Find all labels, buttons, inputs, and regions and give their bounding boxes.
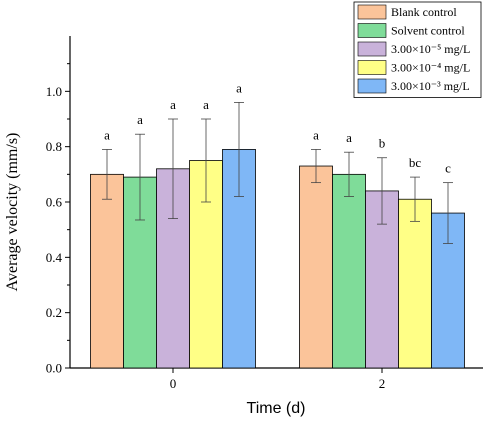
legend-label: 3.00×10⁻³ mg/L	[391, 79, 470, 93]
legend-swatch	[357, 60, 387, 75]
legend-label: Solvent control	[391, 24, 465, 38]
y-tick-label: 0.8	[46, 139, 62, 154]
y-tick-label: 0.2	[46, 305, 62, 320]
legend-swatch	[357, 4, 387, 20]
error-bars	[102, 102, 453, 244]
bar	[90, 173, 124, 369]
legend-swatch	[357, 23, 387, 38]
legend-label: Blank control	[391, 5, 457, 19]
bar	[332, 173, 366, 369]
bars	[90, 149, 465, 369]
y-tick-label: 0.4	[46, 250, 63, 265]
legend-label: 3.00×10⁻⁵ mg/L	[391, 42, 470, 56]
significance-letter: a	[346, 130, 352, 145]
significance-letter: a	[313, 127, 319, 142]
x-axis-title: Time (d)	[247, 400, 306, 417]
bar	[398, 198, 432, 369]
significance-letter: c	[445, 161, 451, 176]
y-axis-ticks: 0.0 0.2 0.4 0.6 0.8 1.0	[46, 63, 70, 376]
y-axis-title: Average velocity (mm/s)	[4, 133, 21, 292]
significance-letter: a	[137, 112, 143, 127]
x-tick-label: 0	[170, 376, 177, 391]
bar	[365, 190, 399, 369]
significance-letter: a	[170, 97, 176, 112]
y-tick-label: 0.6	[46, 195, 63, 210]
legend-label: 3.00×10⁻⁴ mg/L	[391, 61, 470, 75]
significance-letter: b	[379, 136, 386, 151]
legend-swatch	[357, 41, 387, 57]
legend: Blank control Solvent control 3.00×10⁻⁵ mg…	[353, 1, 482, 98]
bar	[123, 176, 157, 369]
bar	[299, 165, 333, 369]
y-tick-label: 1.0	[46, 84, 62, 99]
x-tick-label: 2	[379, 376, 386, 391]
legend-swatch	[357, 78, 387, 94]
significance-letter: bc	[409, 155, 422, 170]
significance-letter: a	[104, 127, 110, 142]
significance-letters: a a a a a b a bc a c	[104, 80, 451, 175]
significance-letter: a	[203, 97, 209, 112]
significance-letter: a	[236, 80, 242, 95]
y-tick-label: 0.0	[46, 361, 62, 376]
